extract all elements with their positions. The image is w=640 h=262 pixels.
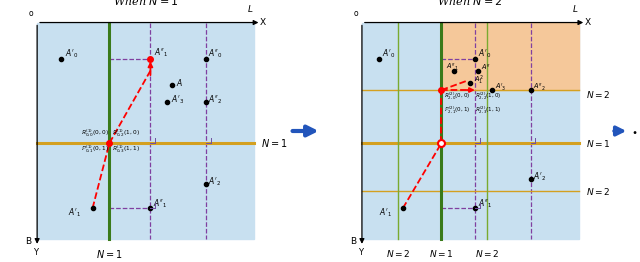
Text: $A'_2$: $A'_2$ <box>533 171 546 183</box>
Text: $\mathbb{R}^{(1)}_{0,3}(1,1)$: $\mathbb{R}^{(1)}_{0,3}(1,1)$ <box>112 143 140 154</box>
Text: $A'_1$: $A'_1$ <box>379 207 392 219</box>
Text: $\mathbb{P}^{(2)}_{2,1}(0,1)$: $\mathbb{P}^{(2)}_{2,1}(0,1)$ <box>444 105 470 116</box>
Text: $\mathbb{R}^{(2)}_{2,0}(0,0)$: $\mathbb{R}^{(2)}_{2,0}(0,0)$ <box>444 90 470 101</box>
Title: When $N=2$: When $N=2$ <box>438 0 503 7</box>
Text: o: o <box>354 9 358 18</box>
Text: B: B <box>350 237 356 246</box>
Text: $N=1$: $N=1$ <box>96 248 123 260</box>
Text: $A'_0$: $A'_0$ <box>477 48 491 60</box>
Bar <box>442 23 579 90</box>
Text: B: B <box>25 237 31 246</box>
Text: $N=1$: $N=1$ <box>429 248 454 259</box>
Text: $N=2$: $N=2$ <box>586 186 611 197</box>
Text: X: X <box>585 18 591 27</box>
Text: $N=2$: $N=2$ <box>386 248 410 259</box>
Text: $\mathbb{P}^{(1)}_{0,1}(0,1)$: $\mathbb{P}^{(1)}_{0,1}(0,1)$ <box>81 143 109 154</box>
Text: $A''_1$: $A''_1$ <box>154 46 168 59</box>
Text: $N=2$: $N=2$ <box>586 89 611 100</box>
Text: X: X <box>260 18 266 27</box>
Text: $A''_2$: $A''_2$ <box>208 94 223 106</box>
Text: $L$: $L$ <box>247 3 253 14</box>
Text: $A'_1$: $A'_1$ <box>68 207 81 219</box>
Text: $L$: $L$ <box>572 3 578 14</box>
Text: $\mathbb{R}^{(2)}_{2,3}(1,1)$: $\mathbb{R}^{(2)}_{2,3}(1,1)$ <box>476 105 502 116</box>
Text: $A'_0$: $A'_0$ <box>65 48 78 60</box>
Text: $A''_1$: $A''_1$ <box>446 62 459 73</box>
Text: $A'_3$: $A'_3$ <box>495 82 506 93</box>
Text: $\mathbb{R}^{(1)}_{0,2}(1,0)$: $\mathbb{R}^{(1)}_{0,2}(1,0)$ <box>112 128 140 138</box>
Text: $A^2_1$: $A^2_1$ <box>474 74 484 87</box>
Text: $\mathbb{R}^{(2)}_{2,2}(1,0)$: $\mathbb{R}^{(2)}_{2,2}(1,0)$ <box>476 90 502 101</box>
Text: $A''_0$: $A''_0$ <box>208 48 223 60</box>
Text: $N=2$: $N=2$ <box>475 248 500 259</box>
Title: When $N=1$: When $N=1$ <box>113 0 179 7</box>
Text: $A''$: $A''$ <box>481 62 491 72</box>
Text: $A'_2$: $A'_2$ <box>208 175 221 188</box>
Text: $\mathbb{R}^{(1)}_{0,0}(0,0)$: $\mathbb{R}^{(1)}_{0,0}(0,0)$ <box>81 128 109 138</box>
Text: $\bullet\bullet\bullet$: $\bullet\bullet\bullet$ <box>631 126 640 136</box>
Text: $N=1$: $N=1$ <box>261 137 288 149</box>
Text: $A''_1$: $A''_1$ <box>154 197 168 210</box>
Text: Y: Y <box>358 248 364 257</box>
Text: $A'_3$: $A'_3$ <box>171 94 184 106</box>
Text: $A'_0$: $A'_0$ <box>383 48 396 60</box>
Text: $A''_1$: $A''_1$ <box>477 197 492 210</box>
Text: o: o <box>29 9 33 18</box>
Text: $A$: $A$ <box>176 77 183 88</box>
Text: Y: Y <box>33 248 38 257</box>
Text: $N=1$: $N=1$ <box>586 138 611 149</box>
Text: $A''_2$: $A''_2$ <box>533 82 546 93</box>
